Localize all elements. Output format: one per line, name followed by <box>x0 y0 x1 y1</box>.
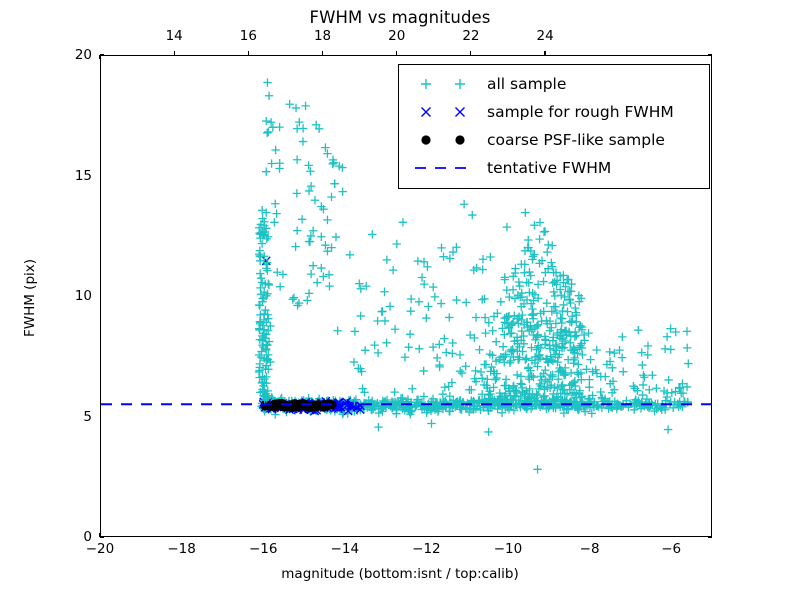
top-axis-tick-label: 24 <box>536 28 554 44</box>
x-axis-label: magnitude (bottom:isnt / top:calib) <box>281 566 519 582</box>
legend-label: coarse PSF-like sample <box>487 131 665 149</box>
chart-title: FWHM vs magnitudes <box>309 8 491 27</box>
legend-label: all sample <box>487 75 567 93</box>
y-tick-label: 15 <box>74 167 92 184</box>
x-tick-label: −14 <box>330 541 360 557</box>
top-axis-tick-label: 18 <box>313 28 332 44</box>
scatter-canvas <box>101 78 713 474</box>
top-axis-tick-label: 22 <box>462 28 480 44</box>
top-axis-tick <box>247 51 249 55</box>
legend-marker-cross-icon <box>407 98 483 126</box>
x-tick <box>99 533 101 537</box>
x-tick-label: −12 <box>412 541 441 557</box>
top-axis-tick <box>544 51 546 55</box>
legend-marker-plus-icon <box>407 70 483 98</box>
legend-label: tentative FWHM <box>487 159 612 177</box>
x-tick-label: −6 <box>661 541 682 557</box>
y-tick <box>100 54 104 56</box>
y-tick-label: 0 <box>83 529 92 545</box>
y-tick-right <box>708 54 712 56</box>
legend-marker-dot-icon <box>407 126 483 154</box>
top-axis-tick-label: 20 <box>388 28 406 44</box>
top-axis-tick-label: 14 <box>165 28 183 44</box>
y-tick-label: 5 <box>83 408 92 425</box>
legend-item: all sample <box>407 70 701 98</box>
legend-item: tentative FWHM <box>407 154 701 182</box>
x-tick-label: −10 <box>493 541 523 557</box>
x-tick-label: −20 <box>85 541 115 557</box>
y-tick-label: 20 <box>74 47 92 63</box>
y-axis-label: FWHM (pix) <box>22 258 38 338</box>
legend-item: coarse PSF-like sample <box>407 126 701 154</box>
x-tick-top-inner <box>99 55 101 59</box>
top-axis-tick <box>173 51 175 55</box>
legend-item: sample for rough FWHM <box>407 98 701 126</box>
legend: all sample sample for rough FWHM coarse PS… <box>398 64 710 189</box>
x-tick-label: −16 <box>248 541 278 557</box>
top-axis-tick <box>396 51 398 55</box>
x-tick-label: −18 <box>167 541 196 557</box>
top-axis-tick <box>321 51 324 55</box>
legend-label: sample for rough FWHM <box>487 103 674 121</box>
legend-marker-dashed-icon <box>407 154 483 182</box>
y-tick-label: 10 <box>74 288 92 304</box>
x-tick-label: −8 <box>579 541 600 557</box>
top-axis-tick <box>470 51 472 55</box>
top-axis-tick-label: 16 <box>239 28 257 44</box>
